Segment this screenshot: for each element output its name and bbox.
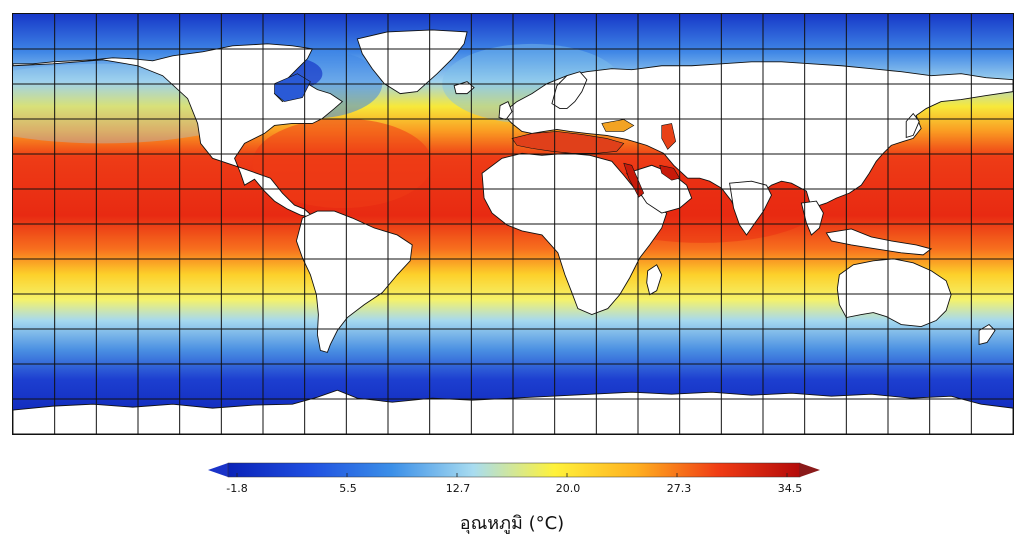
scandinavia [551, 71, 588, 109]
uk-ireland [498, 100, 513, 121]
colorbar-gradient-bar [227, 462, 801, 478]
continent-europe-asia [501, 61, 1013, 224]
continent-north-america [13, 43, 344, 219]
colorbar-tick-label: 12.7 [445, 482, 471, 495]
sea-surface-temperature-map [12, 13, 1014, 435]
colorbar-scale [208, 462, 820, 478]
colorbar-ticks [236, 473, 788, 477]
graticule [13, 14, 1013, 434]
gulf-stream-warm [252, 118, 433, 209]
continent-south-america [295, 210, 413, 353]
colorbar-tick-label: 20.0 [555, 482, 581, 495]
madagascar [646, 264, 663, 296]
indonesia [825, 228, 933, 256]
india [729, 180, 772, 236]
black-sea [601, 119, 635, 132]
hudson-bay [274, 73, 311, 102]
colorbar-tick-label: -1.8 [226, 482, 248, 495]
colorbar-tick-label: 5.5 [339, 482, 357, 495]
greenland [356, 29, 468, 95]
temperature-field [13, 14, 1013, 434]
caspian-sea [661, 123, 677, 150]
colorbar-title: อุณหภูมิ (°C) [459, 513, 565, 534]
colorbar-max-arrow [800, 463, 820, 477]
colorbar-min-arrow [208, 463, 228, 477]
southeast-asia [800, 200, 824, 236]
colorbar-tick-label: 27.3 [666, 482, 692, 495]
colorbar [208, 460, 820, 500]
colorbar-tick-label: 34.5 [777, 482, 803, 495]
iceland [453, 81, 475, 95]
persian-gulf [659, 164, 681, 181]
